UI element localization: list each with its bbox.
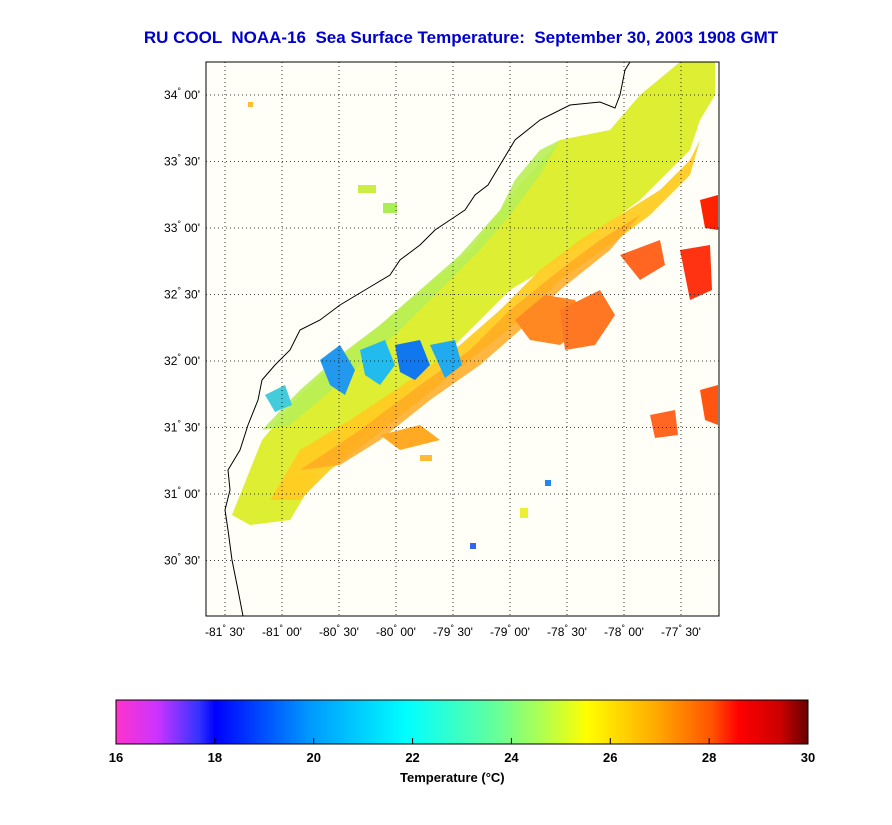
latitude-tick-label: 31° 30' — [164, 419, 200, 435]
colorbar-tick-labels: 16 18 20 22 24 26 28 30 — [109, 738, 815, 765]
latitude-tick-label: 31° 00' — [164, 485, 200, 501]
sst-cold-filament — [265, 385, 292, 412]
colorbar-tick-label: 30 — [801, 750, 815, 765]
colorbar-tick-label: 22 — [405, 750, 419, 765]
latitude-tick-label: 32° 00' — [164, 352, 200, 368]
sst-cold-filament — [320, 345, 355, 395]
latitude-tick-label: 33° 30' — [164, 153, 200, 169]
colorbar-tick-label: 18 — [208, 750, 222, 765]
sst-cold-filament — [360, 340, 395, 385]
sst-fragment — [383, 203, 397, 213]
longitude-tick-label: -81° 00' — [262, 623, 302, 639]
graticule — [206, 62, 719, 616]
map-title: RU COOL NOAA-16 Sea Surface Temperature:… — [143, 28, 779, 47]
longitude-tick-labels: -81° 30' -81° 00' -80° 30' -80° 00' -79° 30'… — [205, 623, 701, 639]
longitude-tick-label: -78° 00' — [604, 623, 644, 639]
sst-fragment — [545, 480, 551, 486]
longitude-tick-label: -79° 30' — [433, 623, 473, 639]
sst-shelf-band — [232, 62, 715, 525]
longitude-tick-label: -80° 30' — [319, 623, 359, 639]
longitude-tick-label: -79° 00' — [490, 623, 530, 639]
colorbar-tick-label: 24 — [504, 750, 519, 765]
sst-orange-patch — [560, 290, 615, 350]
sst-nearshore-green — [262, 140, 560, 430]
sst-fragment — [248, 102, 253, 107]
sst-offshore-warm — [270, 140, 700, 500]
latitude-tick-label: 30° 30' — [164, 552, 200, 568]
sst-red-patch — [700, 195, 718, 230]
sst-warm-core — [300, 215, 640, 470]
sst-fragment — [520, 508, 528, 518]
sst-fragment — [470, 543, 476, 549]
longitude-tick-label: -80° 00' — [376, 623, 416, 639]
latitude-tick-label: 32° 30' — [164, 286, 200, 302]
longitude-tick-label: -78° 30' — [547, 623, 587, 639]
coastline — [224, 61, 631, 617]
latitude-tick-labels: 34° 00' 33° 30' 33° 00' 32° 30' 32° 00' 31° 3… — [164, 86, 200, 568]
longitude-tick-label: -77° 30' — [661, 623, 701, 639]
colorbar-label: Temperature (°C) — [400, 770, 505, 785]
colorbar-tick-label: 20 — [306, 750, 320, 765]
sst-red-patch — [700, 385, 718, 425]
colorbar — [115, 699, 809, 745]
latitude-tick-label: 34° 00' — [164, 86, 200, 102]
sst-cold-filament — [430, 340, 462, 378]
sst-field — [232, 62, 718, 549]
colorbar-tick-label: 28 — [702, 750, 716, 765]
latitude-tick-label: 33° 00' — [164, 219, 200, 235]
colorbar-tick-label: 26 — [603, 750, 617, 765]
sst-red-patch — [680, 245, 712, 300]
sst-fragment — [358, 185, 376, 193]
sst-orange-patch — [650, 410, 678, 438]
sst-orange-patch — [620, 240, 665, 280]
colorbar-tick-label: 16 — [109, 750, 123, 765]
sst-orange-patch — [380, 425, 440, 450]
map-frame — [205, 61, 720, 617]
sst-fragment — [420, 455, 432, 461]
longitude-tick-label: -81° 30' — [205, 623, 245, 639]
sst-cold-filament — [395, 340, 430, 380]
